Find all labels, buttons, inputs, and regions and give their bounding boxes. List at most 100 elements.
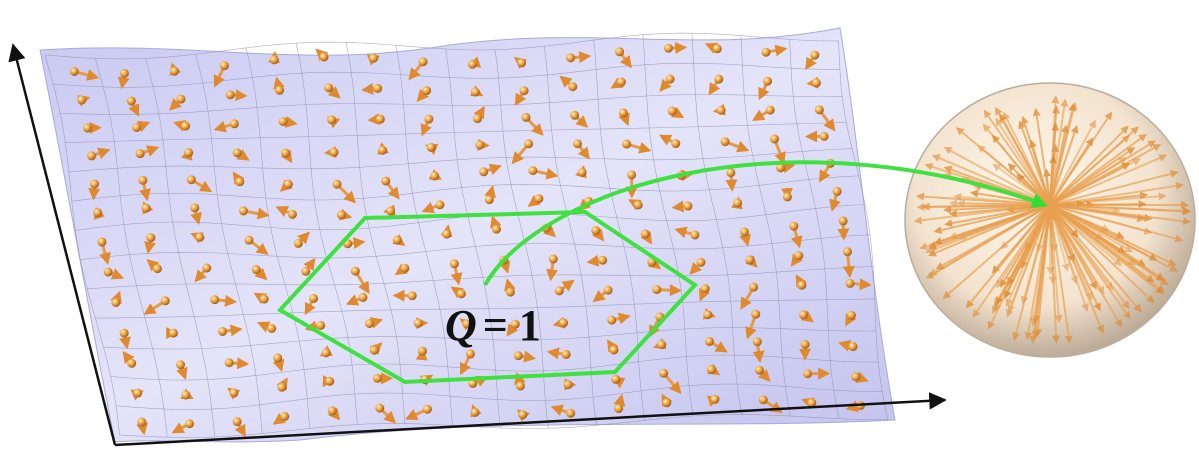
spin-ball <box>280 412 289 421</box>
spin-ball <box>457 289 466 298</box>
spin-ball <box>137 418 146 427</box>
spin-ball <box>570 111 579 120</box>
spin-ball <box>466 349 475 358</box>
spin-ball <box>710 395 719 404</box>
spin-ball <box>662 398 671 407</box>
spin-ball <box>833 187 842 196</box>
spin-ball <box>423 405 432 414</box>
spin-ball <box>400 264 409 273</box>
spin-ball <box>733 198 742 207</box>
spin-ball <box>83 124 92 133</box>
spin-ball <box>235 177 244 186</box>
spin-ball <box>564 380 573 389</box>
spin-ball <box>267 324 276 333</box>
spin-ball <box>324 83 333 92</box>
spin-ball <box>751 310 760 319</box>
spin-ball <box>408 291 417 300</box>
spin-ball <box>471 408 480 417</box>
spin-ball <box>641 229 650 238</box>
spin-ball <box>617 78 626 87</box>
spin-ball <box>522 113 531 122</box>
spin-ball <box>609 345 618 354</box>
spin-ball <box>810 51 819 60</box>
spin-ball <box>683 202 692 211</box>
spin-ball <box>153 264 162 273</box>
spin-ball <box>136 149 145 158</box>
spin-ball <box>820 132 829 141</box>
spin-ball <box>273 353 282 362</box>
spin-ball <box>566 53 575 62</box>
spin-ball <box>142 204 151 213</box>
spin-ball <box>839 216 848 225</box>
spin-ball <box>516 381 525 390</box>
spin-ball <box>220 61 229 70</box>
spin-ball <box>450 259 459 268</box>
spin-ball <box>369 54 378 63</box>
spin-ball <box>549 254 558 263</box>
spin-ball <box>607 316 616 325</box>
spin-ball <box>210 295 219 304</box>
spin-ball <box>770 134 779 143</box>
spin-ball <box>322 348 331 357</box>
spin-ball <box>169 329 178 338</box>
spin-ball <box>419 57 428 66</box>
spin-ball <box>218 327 227 336</box>
spin-ball <box>435 200 444 209</box>
spin-ball <box>424 115 433 124</box>
spin-ball <box>376 115 385 124</box>
spin-ball <box>332 180 341 189</box>
spin-ball <box>749 283 758 292</box>
spin-ball <box>320 52 329 61</box>
charge-label: Q= 1 <box>445 301 541 350</box>
spin-ball <box>763 77 772 86</box>
spin-ball <box>127 96 136 105</box>
spin-ball <box>843 247 852 256</box>
spin-ball <box>225 358 234 367</box>
spin-ball <box>184 148 193 157</box>
spin-ball <box>365 319 374 328</box>
spin-ball <box>559 318 568 327</box>
spin-ball <box>803 369 812 378</box>
spin-ball <box>418 347 427 356</box>
spin-ball <box>671 139 680 148</box>
spin-ball <box>849 342 858 351</box>
illustration: Q= 1 <box>0 0 1199 451</box>
spin-ball <box>393 236 402 245</box>
spin-ball <box>120 329 129 338</box>
spin-ball <box>111 298 120 307</box>
spin-ball <box>181 391 190 400</box>
spin-ball <box>330 148 339 157</box>
spin-ball <box>815 105 824 114</box>
spin-ball <box>358 293 367 302</box>
spin-ball <box>422 86 431 95</box>
spin-ball <box>555 286 564 295</box>
spin-ball <box>721 137 730 146</box>
spin-ball <box>70 67 79 76</box>
spin-ball <box>176 360 185 369</box>
spin-ball <box>351 267 360 276</box>
spin-ball <box>245 236 254 245</box>
spin-ball <box>652 285 661 294</box>
spin-ball <box>847 311 856 320</box>
spin-ball <box>138 176 147 185</box>
spin-ball <box>252 265 261 274</box>
spin-ball <box>657 340 666 349</box>
spin-ball <box>195 233 204 242</box>
spin-ball <box>473 114 482 123</box>
spin-ball <box>378 146 387 155</box>
spin-ball <box>604 286 613 295</box>
symbol: Q <box>445 301 477 350</box>
spin-ball <box>414 319 423 328</box>
spin-ball <box>799 310 808 319</box>
spin-ball <box>185 419 194 428</box>
spin-ball <box>514 351 523 360</box>
spin-ball <box>634 200 643 209</box>
spin-ball <box>87 151 96 160</box>
spin-ball <box>762 48 771 57</box>
spin-ball <box>518 410 527 419</box>
spin-ball <box>703 310 712 319</box>
spin-ball <box>619 108 628 117</box>
spin-ball <box>851 372 860 381</box>
spin-ball <box>93 208 102 217</box>
spin-ball <box>373 374 382 383</box>
